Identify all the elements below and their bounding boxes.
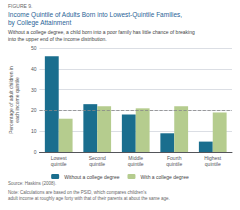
svg-text:quintile: quintile	[205, 161, 221, 167]
svg-text:quintile: quintile	[128, 161, 144, 167]
svg-text:10: 10	[31, 128, 37, 134]
svg-text:quintile: quintile	[89, 161, 105, 167]
svg-text:Second: Second	[88, 155, 106, 161]
svg-text:each income quintile: each income quintile	[14, 77, 20, 123]
svg-text:Income Quintile of Adults Born: Income Quintile of Adults Born into Lowe…	[8, 11, 182, 19]
svg-text:adult income at roughly age fo: adult income at roughly age forty with t…	[8, 196, 170, 201]
svg-text:30: 30	[31, 87, 37, 93]
svg-text:quintile: quintile	[166, 161, 182, 167]
svg-text:20: 20	[31, 107, 37, 113]
svg-text:50: 50	[31, 45, 37, 51]
svg-text:0: 0	[34, 149, 37, 155]
svg-text:Highest: Highest	[204, 155, 222, 161]
svg-text:into the upper end of the inco: into the upper end of the income distrib…	[8, 36, 107, 42]
svg-text:Middle: Middle	[128, 155, 144, 161]
svg-text:Lowest: Lowest	[50, 155, 67, 161]
svg-text:Note: Calculations are based o: Note: Calculations are based on the PSID…	[8, 190, 147, 195]
svg-text:by College Attainment: by College Attainment	[8, 19, 71, 27]
svg-text:With a college degree: With a college degree	[140, 174, 189, 180]
svg-text:Without a college degree: Without a college degree	[64, 174, 120, 180]
svg-text:Percentage of adult children i: Percentage of adult children in	[8, 66, 14, 134]
svg-text:quintile: quintile	[51, 161, 67, 167]
svg-text:Fourth: Fourth	[167, 155, 182, 161]
svg-text:Source: Haskins (2008).: Source: Haskins (2008).	[8, 181, 56, 186]
svg-text:FIGURE 9.: FIGURE 9.	[8, 3, 32, 9]
svg-text:40: 40	[31, 66, 37, 72]
svg-text:Without a college degree, a ch: Without a college degree, a child born i…	[8, 29, 195, 35]
